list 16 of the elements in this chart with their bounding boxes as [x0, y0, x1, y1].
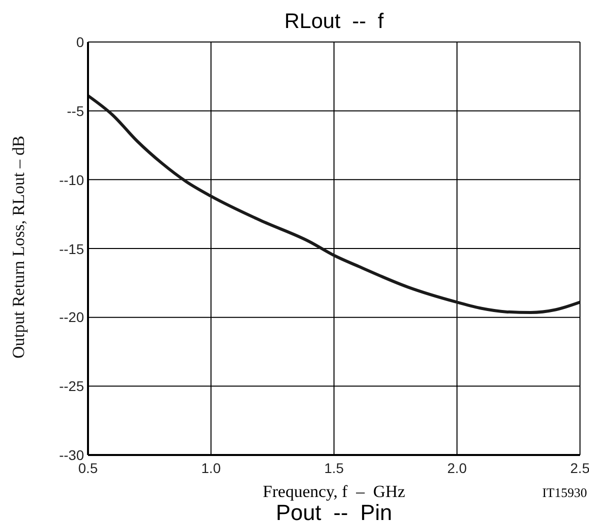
x-tick-label: 2.0 [447, 460, 467, 476]
y-tick-label: --25 [59, 377, 84, 396]
y-tick-label: 0 [76, 33, 84, 51]
y-tick-label: --15 [59, 240, 84, 258]
line-series [88, 94, 580, 314]
x-tick-label: 1.5 [324, 460, 344, 476]
text: IT15930 [542, 485, 587, 501]
y-tick-label: --10 [59, 170, 84, 189]
y-axis-title: Output Return Loss, RLout – dB [9, 136, 28, 358]
chart-title: RLout -- f [283, 10, 385, 34]
x-tick-label: 2.5 [570, 460, 589, 476]
x-tick-label: 1.0 [201, 460, 221, 476]
y-tick-label: --5 [66, 102, 84, 120]
y-tick-label: --20 [59, 308, 84, 326]
x-axis-title: Frequency, f – GHz [262, 482, 406, 501]
text: Pout -- Pin [276, 500, 394, 526]
